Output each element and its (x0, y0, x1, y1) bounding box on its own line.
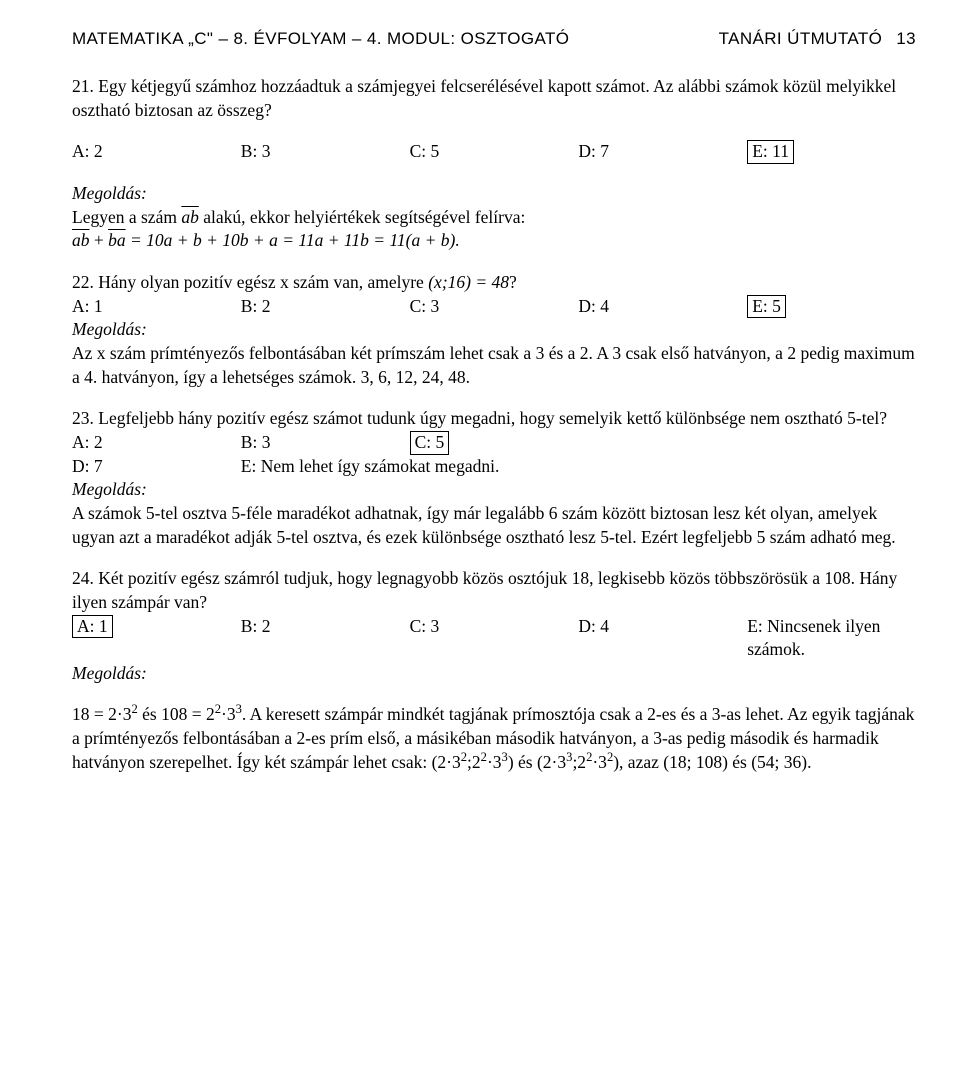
q21-opt-d: D: 7 (578, 140, 747, 164)
q21-opt-c: C: 5 (410, 140, 579, 164)
question-22: 22. Hány olyan pozitív egész x szám van,… (72, 271, 916, 295)
q21-text: Egy kétjegyű számhoz hozzáadtuk a számje… (72, 76, 896, 120)
q23-solution: A számok 5-tel osztva 5-féle maradékot a… (72, 502, 916, 549)
q24-solution-label: Megoldás: (72, 662, 916, 686)
q23-opt-a: A: 2 (72, 431, 241, 455)
q22-opt-d: D: 4 (578, 295, 747, 319)
q24-sol-f: ·3 (487, 752, 502, 772)
q21-ab: ab (181, 207, 199, 227)
q21-options: A: 2 B: 3 C: 5 D: 7 E: 11 (72, 140, 916, 164)
q22-opt-c: C: 3 (410, 295, 579, 319)
q23-text: Legfeljebb hány pozitív egész számot tud… (98, 408, 887, 428)
q23-opt-d: D: 7 (72, 455, 241, 479)
header-right: TANÁRI ÚTMUTATÓ 13 (719, 28, 916, 51)
q22-solution: Az x szám prímtényezős felbontásában két… (72, 342, 916, 389)
q24-sol-a: 18 = 2·3 (72, 704, 131, 724)
q21-eq-ba: ba (108, 230, 126, 250)
page-header: MATEMATIKA „C" – 8. ÉVFOLYAM – 4. MODUL:… (72, 28, 916, 51)
q23-solution-label: Megoldás: (72, 478, 916, 502)
q23-options-row2: D: 7 E: Nem lehet így számokat megadni. (72, 455, 916, 479)
q22-answer-box: E: 5 (747, 295, 786, 319)
q23-opt-e: E: Nem lehet így számokat megadni. (241, 455, 916, 479)
q22-opt-a: A: 1 (72, 295, 241, 319)
q24-text: Két pozitív egész számról tudjuk, hogy l… (72, 568, 897, 612)
q21-solution-label: Megoldás: (72, 182, 916, 206)
q24-opt-c: C: 3 (410, 615, 579, 662)
q24-sol-b: és 108 = 2 (138, 704, 215, 724)
header-right-label: TANÁRI ÚTMUTATÓ (719, 29, 883, 48)
q24-opt-a: A: 1 (72, 615, 241, 662)
q21-eq-ab: ab (72, 230, 90, 250)
q23-answer-box: C: 5 (410, 431, 450, 455)
q21-sol-text2: alakú, ekkor helyiértékek segítségével f… (199, 207, 526, 227)
q24-opt-b: B: 2 (241, 615, 410, 662)
page-number: 13 (896, 29, 916, 48)
q23-number: 23. (72, 408, 98, 428)
q21-answer-box: E: 11 (747, 140, 794, 164)
q24-opt-d: D: 4 (578, 615, 747, 662)
q21-number: 21. (72, 76, 98, 96)
q21-eq-rest: = 10a + b + 10b + a = 11a + 11b = 11(a +… (126, 230, 460, 250)
q21-opt-e: E: 11 (747, 140, 916, 164)
q23-opt-c: C: 5 (410, 431, 579, 455)
q24-sol-c: ·3 (221, 704, 236, 724)
q24-sol-h: ;2 (572, 752, 586, 772)
q24-sol-e: ;2 (467, 752, 481, 772)
question-23: 23. Legfeljebb hány pozitív egész számot… (72, 407, 916, 431)
q24-solution: 18 = 2·32 és 108 = 22·33. A keresett szá… (72, 703, 916, 774)
q24-options: A: 1 B: 2 C: 3 D: 4 E: Nincsenek ilyen s… (72, 615, 916, 662)
q22-options: A: 1 B: 2 C: 3 D: 4 E: 5 (72, 295, 916, 319)
q22-opt-b: B: 2 (241, 295, 410, 319)
q23-options-row1: A: 2 B: 3 C: 5 (72, 431, 916, 455)
question-24: 24. Két pozitív egész számról tudjuk, ho… (72, 567, 916, 614)
q24-answer-box: A: 1 (72, 615, 113, 639)
q22-solution-label: Megoldás: (72, 318, 916, 342)
q21-opt-a: A: 2 (72, 140, 241, 164)
q21-solution: Legyen a szám ab alakú, ekkor helyiérték… (72, 206, 916, 253)
q24-sol-j: ), azaz (18; 108) és (54; 36). (613, 752, 811, 772)
q23-opt-b: B: 3 (241, 431, 410, 455)
q24-sol-g: ) és (2·3 (508, 752, 566, 772)
question-21: 21. Egy kétjegyű számhoz hozzáadtuk a sz… (72, 75, 916, 122)
q21-sol-text1: Legyen a szám (72, 207, 181, 227)
q24-sol-i: ·3 (592, 752, 607, 772)
q24-number: 24. (72, 568, 98, 588)
q22-condition: (x;16) = 48 (428, 272, 509, 292)
q22-opt-e: E: 5 (747, 295, 916, 319)
q22-text: Hány olyan pozitív egész x szám van, ame… (98, 272, 428, 292)
q24-opt-e: E: Nincsenek ilyen számok. (747, 615, 916, 662)
q22-qmark: ? (509, 272, 517, 292)
header-left: MATEMATIKA „C" – 8. ÉVFOLYAM – 4. MODUL:… (72, 28, 569, 51)
q22-number: 22. (72, 272, 98, 292)
q21-opt-b: B: 3 (241, 140, 410, 164)
